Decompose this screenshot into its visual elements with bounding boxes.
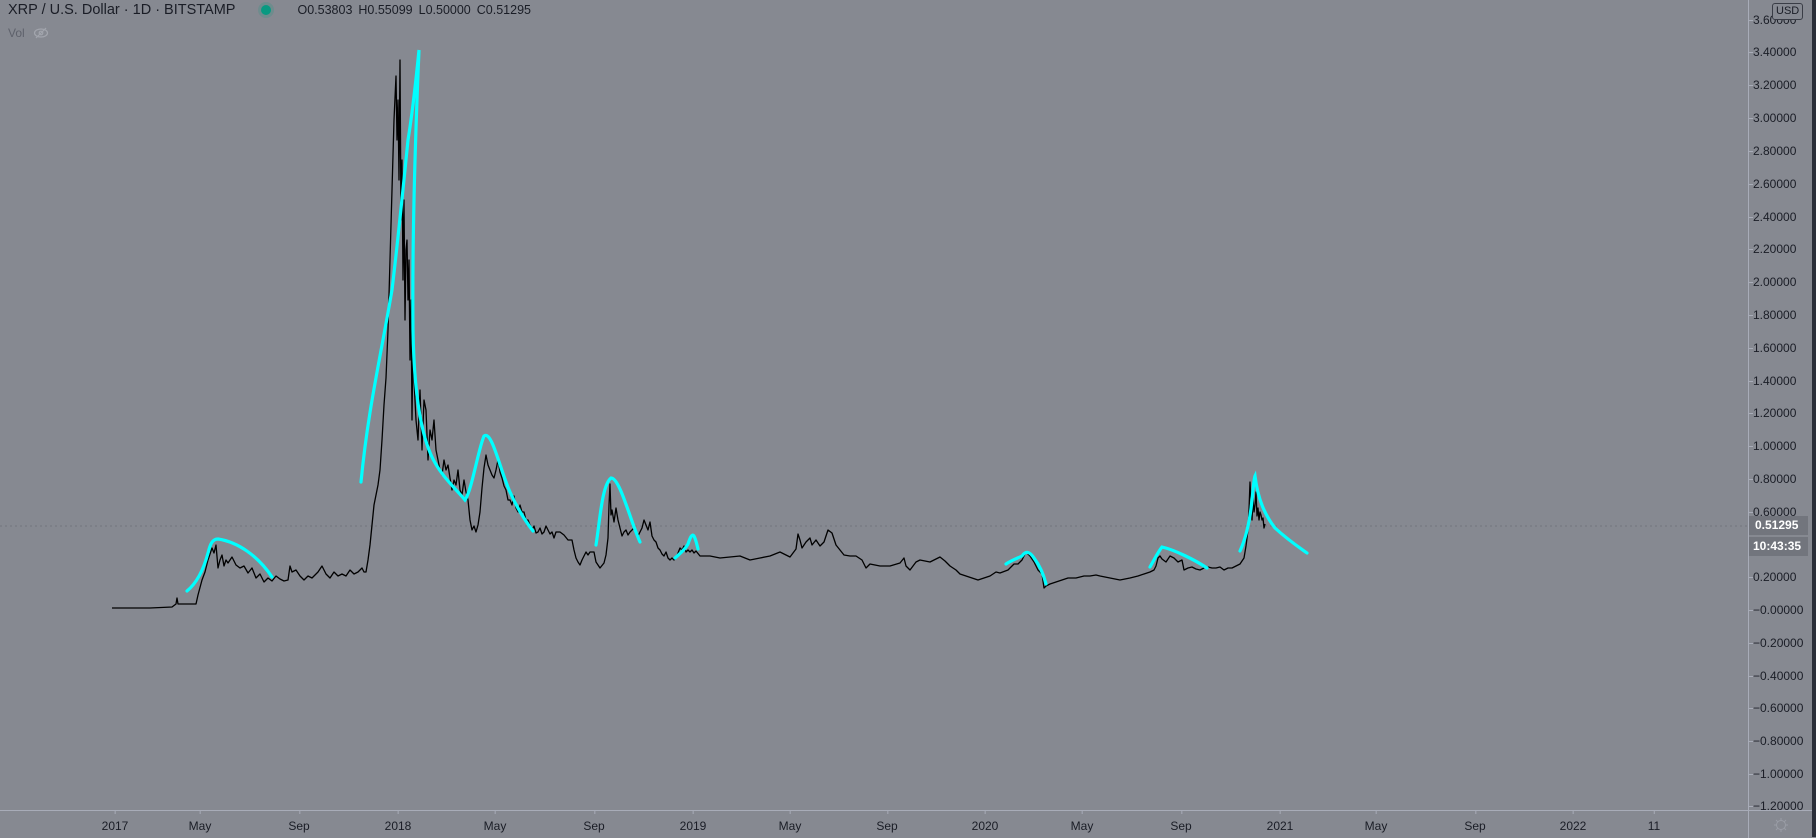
time-label: Sep: [876, 810, 898, 833]
time-label: Sep: [583, 810, 605, 833]
price-tick: 0.80000: [1748, 472, 1797, 486]
time-label: 2020: [971, 810, 999, 833]
time-axis[interactable]: 2017 May Sep 2018 May Sep 2019 May Sep 2…: [0, 810, 1748, 838]
ohlc-values: O0.53803 H0.55099 L0.50000 C0.51295: [297, 3, 531, 17]
vol-label: Vol: [8, 26, 25, 40]
close-value: C0.51295: [476, 3, 531, 17]
arc-2018-sep[interactable]: [594, 476, 642, 547]
price-tick: −0.00000: [1748, 603, 1804, 617]
time-label: May: [1070, 810, 1094, 833]
price-tick: −0.60000: [1748, 701, 1804, 715]
time-label: 2018: [384, 810, 412, 833]
price-tick: 0.20000: [1748, 570, 1797, 584]
price-tick: 2.00000: [1748, 275, 1797, 289]
price-tick: 3.00000: [1748, 111, 1797, 125]
chart-pane[interactable]: XRP / U.S. Dollar · 1D · BITSTAMP O0.538…: [0, 0, 1748, 810]
arc-2018-peak[interactable]: [359, 49, 433, 484]
price-tick: −0.40000: [1748, 669, 1804, 683]
open-value: O0.53803: [297, 3, 353, 17]
symbol-title[interactable]: XRP / U.S. Dollar · 1D · BITSTAMP: [8, 2, 236, 18]
price-tick: 3.20000: [1748, 78, 1797, 92]
time-label: May: [778, 810, 802, 833]
price-tick: 1.40000: [1748, 374, 1797, 388]
bar-countdown-label: 10:43:35: [1749, 537, 1808, 556]
last-price-label: 0.51295: [1749, 516, 1808, 535]
time-label: Sep: [288, 810, 310, 833]
price-tick: 2.40000: [1748, 210, 1797, 224]
price-tick: 0.60000: [1748, 505, 1797, 519]
price-tick: 2.80000: [1748, 144, 1797, 158]
price-tick: 2.60000: [1748, 177, 1797, 191]
time-label: 2017: [101, 810, 129, 833]
arc-2020-nov[interactable]: [1238, 470, 1309, 555]
arc-2017-mid[interactable]: [185, 537, 274, 593]
time-label: Sep: [1170, 810, 1192, 833]
time-label: 2021: [1266, 810, 1294, 833]
price-tick: −0.80000: [1748, 734, 1804, 748]
time-label: 2019: [679, 810, 707, 833]
time-label: May: [483, 810, 507, 833]
price-tick: 3.40000: [1748, 45, 1797, 59]
symbol-legend[interactable]: XRP / U.S. Dollar · 1D · BITSTAMP O0.538…: [8, 2, 531, 18]
price-tick: −1.00000: [1748, 767, 1804, 781]
gear-icon[interactable]: [1773, 817, 1789, 833]
time-label: 2022: [1559, 810, 1587, 833]
price-axis[interactable]: 3.60000 3.40000 3.20000 3.00000 2.80000 …: [1748, 0, 1813, 813]
price-tick: 1.80000: [1748, 308, 1797, 322]
currency-button[interactable]: USD: [1772, 3, 1804, 20]
eye-off-icon[interactable]: [33, 27, 49, 39]
market-status-dot-icon: [261, 5, 272, 15]
price-tick: 1.00000: [1748, 439, 1797, 453]
arc-2018-decline[interactable]: [429, 434, 535, 533]
time-label: 11: [1647, 810, 1661, 833]
chart-settings-corner[interactable]: [1748, 810, 1813, 838]
price-line: [112, 59, 1266, 609]
time-label: May: [1364, 810, 1388, 833]
price-tick: −0.20000: [1748, 636, 1804, 650]
arc-2019-jan[interactable]: [673, 533, 700, 560]
drawing-arcs[interactable]: [185, 49, 1309, 593]
high-value: H0.55099: [358, 3, 413, 17]
arc-2020-feb[interactable]: [1004, 550, 1048, 586]
low-value: L0.50000: [418, 3, 471, 17]
price-tick: 1.60000: [1748, 341, 1797, 355]
price-tick: 2.20000: [1748, 242, 1797, 256]
time-label: Sep: [1464, 810, 1486, 833]
volume-legend[interactable]: Vol: [8, 26, 49, 40]
time-label: May: [188, 810, 212, 833]
right-toolbar-edge: [1812, 0, 1816, 837]
price-tick: 1.20000: [1748, 406, 1797, 420]
price-tick: −1.20000: [1748, 799, 1804, 813]
arc-2020-aug[interactable]: [1148, 545, 1209, 570]
price-chart[interactable]: [0, 0, 1748, 810]
